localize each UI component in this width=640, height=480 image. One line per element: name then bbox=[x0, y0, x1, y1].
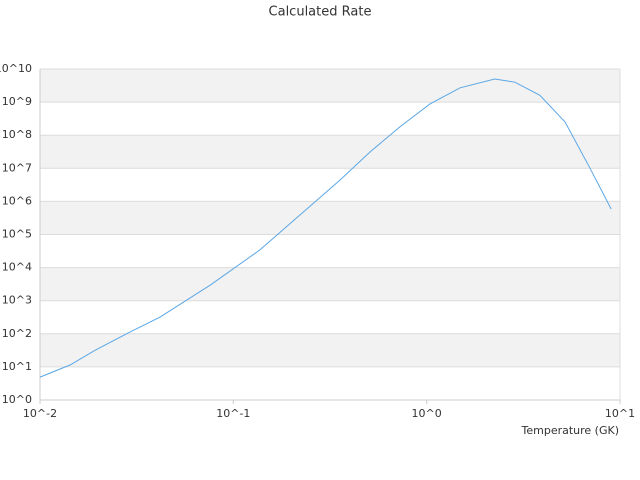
y-tick-label: 10^1 bbox=[2, 360, 32, 373]
y-tick-label: 10^3 bbox=[2, 294, 32, 307]
y-tick-label: 10^0 bbox=[2, 393, 32, 406]
y-tick-label: 10^4 bbox=[2, 261, 32, 274]
y-tick-label: 10^9 bbox=[2, 95, 32, 108]
data-line bbox=[39, 78, 612, 378]
grid-band bbox=[40, 201, 620, 235]
grid-band bbox=[40, 69, 620, 103]
y-tick-label: 10^5 bbox=[2, 228, 32, 241]
grid-band bbox=[40, 135, 620, 169]
y-tick-label: 10^8 bbox=[2, 128, 32, 141]
y-tick-label: 10^10 bbox=[0, 62, 32, 75]
y-tick-label: 10^2 bbox=[2, 327, 32, 340]
y-tick-label: 10^6 bbox=[2, 194, 32, 207]
grid-band bbox=[40, 333, 620, 367]
x-tick-label: 10^1 bbox=[605, 407, 635, 420]
x-tick-label: 10^-2 bbox=[23, 407, 57, 420]
x-axis-label: Temperature (GK) bbox=[521, 424, 620, 437]
x-tick-label: 10^-1 bbox=[216, 407, 250, 420]
chart-title: Calculated Rate bbox=[269, 5, 372, 20]
y-tick-label: 10^7 bbox=[2, 161, 32, 174]
grid-band bbox=[40, 267, 620, 301]
x-tick-label: 10^0 bbox=[412, 407, 442, 420]
